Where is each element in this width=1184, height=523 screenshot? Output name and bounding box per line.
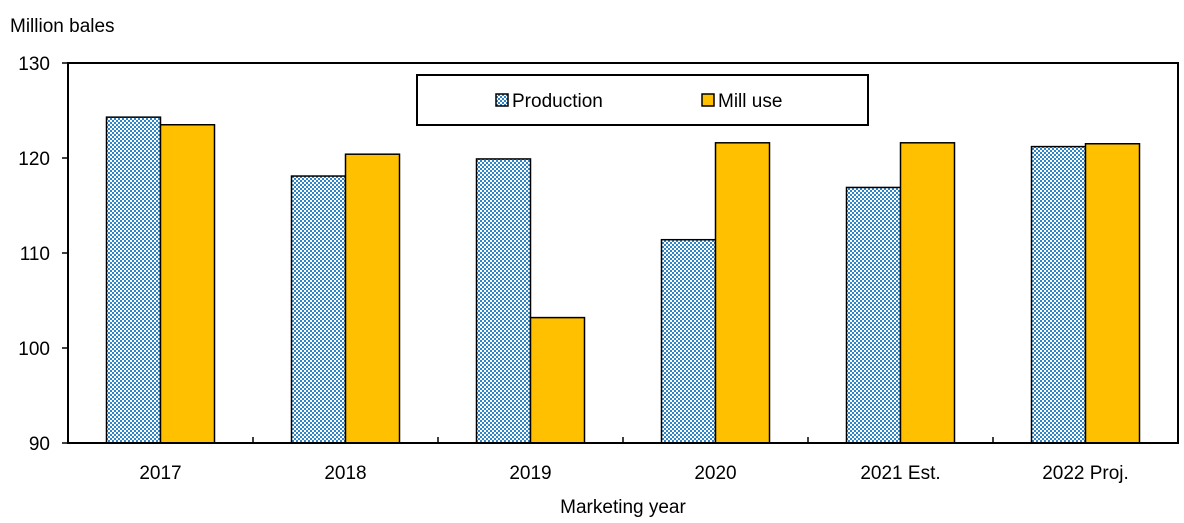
x-tick-label: 2018 bbox=[324, 463, 366, 484]
bar-mill-use bbox=[714, 142, 771, 444]
legend-label-production: Production bbox=[512, 91, 603, 112]
y-tick-label: 110 bbox=[20, 244, 50, 265]
x-tick-label: 2017 bbox=[139, 463, 181, 484]
bar-production bbox=[1030, 145, 1087, 444]
bar-production bbox=[290, 175, 347, 444]
y-axis-label: Million bales bbox=[10, 16, 115, 37]
y-tick-label: 130 bbox=[18, 54, 50, 75]
bar-mill-use bbox=[1084, 143, 1141, 444]
bar-mill-use bbox=[529, 316, 586, 444]
y-tick-label: 120 bbox=[18, 149, 50, 170]
y-tick-label: 100 bbox=[18, 339, 50, 360]
y-tick-label: 90 bbox=[29, 434, 50, 455]
legend-label-mill-use: Mill use bbox=[718, 91, 782, 112]
y-axis: 90 100 110 120 130 bbox=[18, 54, 68, 455]
x-tick-label: 2020 bbox=[694, 463, 736, 484]
bar-mill-use bbox=[159, 124, 216, 444]
bar-production bbox=[475, 158, 532, 444]
x-axis: 2017 2018 2019 2020 2021 Est. 2022 Proj. bbox=[139, 437, 1129, 484]
legend: Production Mill use bbox=[416, 74, 869, 126]
x-tick-label: 2022 Proj. bbox=[1042, 463, 1129, 484]
bar-production bbox=[105, 116, 162, 444]
legend-swatch-mill-use bbox=[701, 93, 715, 107]
x-axis-label: Marketing year bbox=[560, 497, 686, 518]
bar-mill-use bbox=[899, 142, 956, 444]
bar-production bbox=[660, 238, 717, 444]
x-tick-label: 2019 bbox=[509, 463, 551, 484]
bar-production bbox=[845, 186, 902, 444]
legend-swatch-production bbox=[495, 93, 509, 107]
bars bbox=[105, 116, 1141, 444]
x-tick-label: 2021 Est. bbox=[860, 463, 940, 484]
legend-box bbox=[416, 74, 869, 126]
bar-mill-use bbox=[344, 153, 401, 444]
